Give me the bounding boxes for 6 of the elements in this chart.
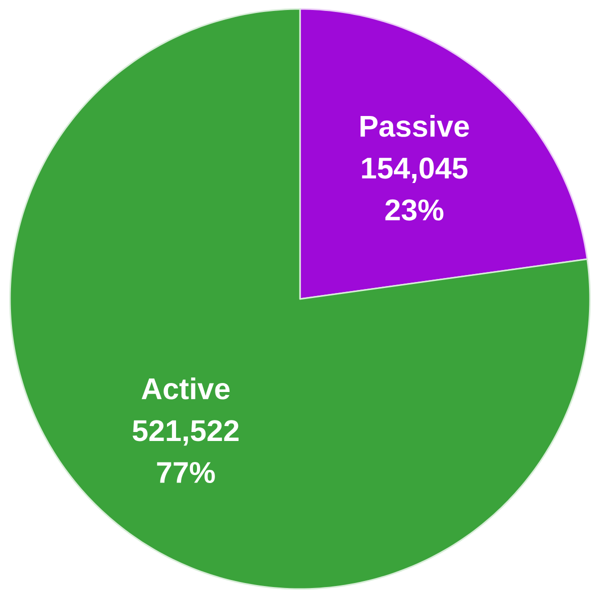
slice-label: Passive [360, 114, 469, 137]
slice-label: Active [142, 377, 230, 400]
data-label: 521,522 [132, 420, 239, 446]
text: 23% [385, 199, 444, 221]
text: 77% [157, 462, 215, 484]
data-label: 154,045 [362, 158, 468, 184]
